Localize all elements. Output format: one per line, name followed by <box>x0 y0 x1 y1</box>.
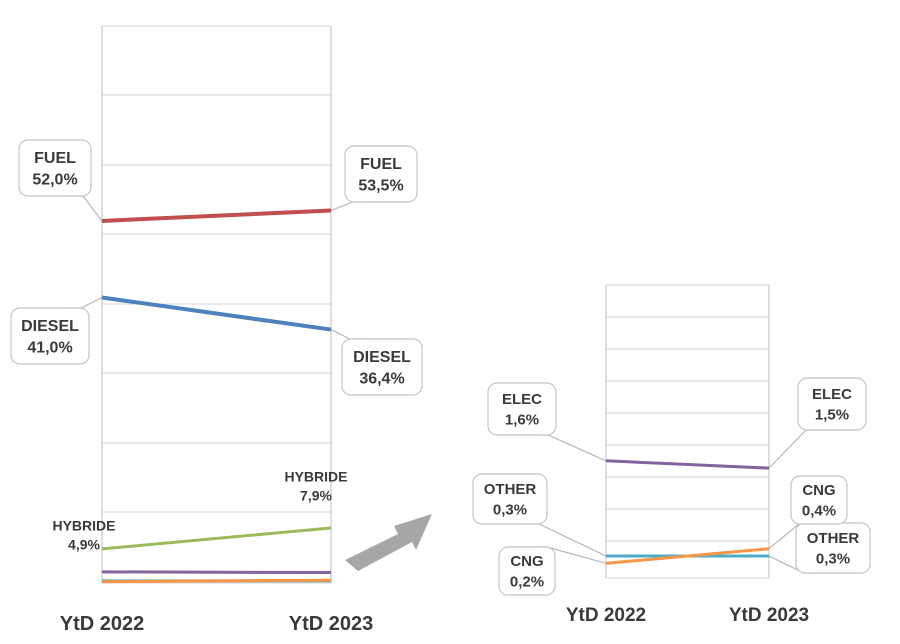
data-label-text: 1,5% <box>815 406 849 423</box>
label-callout-box <box>498 546 556 596</box>
data-label-text: ELEC <box>502 391 542 408</box>
data-label-text: 0,3% <box>816 550 850 567</box>
data-label-text: 4,9% <box>68 536 100 552</box>
series-line-cng <box>101 578 332 584</box>
data-label-text: FUEL <box>360 156 402 173</box>
data-label-text: CNG <box>510 553 543 570</box>
label-callout-box <box>790 475 848 525</box>
data-label-text: HYBRIDE <box>52 517 115 533</box>
data-label-text: HYBRIDE <box>284 468 347 484</box>
label-callout-box <box>344 145 418 203</box>
series-line-hybride <box>101 526 332 551</box>
data-label-text: 41,0% <box>27 339 72 356</box>
data-label-text: FUEL <box>34 150 76 167</box>
label-leader-line <box>71 195 103 222</box>
label-callout-box <box>10 307 90 365</box>
x-tick-label: YtD 2022 <box>60 613 145 635</box>
series-line-elec <box>101 570 332 575</box>
series-line-diesel <box>101 295 332 332</box>
main-line-chart: YtD 2022 YtD 2023 FUEL 52,0% FUEL 53,5% DIESEL… <box>10 25 423 635</box>
label-leader-line <box>69 297 103 309</box>
label-callout-box <box>341 338 423 396</box>
label-leader-line <box>330 201 365 212</box>
data-label-text: 36,4% <box>359 370 404 387</box>
data-label-text: ELEC <box>812 386 852 403</box>
zoomed-line-chart: YtD 2022 YtD 2023 ELEC 1,6% ELEC 1,5% OTHER 0,3… <box>472 284 871 626</box>
data-label-text: 1,6% <box>505 411 539 428</box>
label-callout-box <box>487 382 557 436</box>
data-label-text: 53,5% <box>358 177 403 194</box>
data-label-text: DIESEL <box>21 318 79 335</box>
data-label-text: OTHER <box>484 481 537 498</box>
zoom-arrow-icon <box>345 514 432 571</box>
data-labels: ELEC 1,6% ELEC 1,5% OTHER 0,3% OTHER 0,3% CNG 0,2… <box>472 377 871 596</box>
data-label-text: CNG <box>802 482 835 499</box>
label-callout-box <box>18 139 92 197</box>
data-label-text: 52,0% <box>32 171 77 188</box>
data-label-text: 0,4% <box>802 502 836 519</box>
x-tick-label: YtD 2023 <box>289 613 374 635</box>
data-label-text: DIESEL <box>353 349 411 366</box>
label-leader-line <box>536 434 607 462</box>
data-label-text: 0,3% <box>493 501 527 518</box>
x-tick-label: YtD 2022 <box>566 605 646 626</box>
data-labels: FUEL 52,0% FUEL 53,5% DIESEL 41,0% DIESEL 36,4%… <box>10 139 423 552</box>
series-line-cng <box>605 547 770 565</box>
label-callout-box <box>797 377 867 431</box>
label-leader-line <box>330 329 362 340</box>
data-label-text: 7,9% <box>300 487 332 503</box>
label-leader-line <box>768 429 818 469</box>
data-label-text: OTHER <box>807 530 860 547</box>
data-label-text: 0,2% <box>510 573 544 590</box>
series-line-elec <box>605 459 770 470</box>
series-line-fuel <box>101 208 332 223</box>
x-tick-label: YtD 2023 <box>729 605 809 626</box>
label-callout-box <box>472 473 548 525</box>
